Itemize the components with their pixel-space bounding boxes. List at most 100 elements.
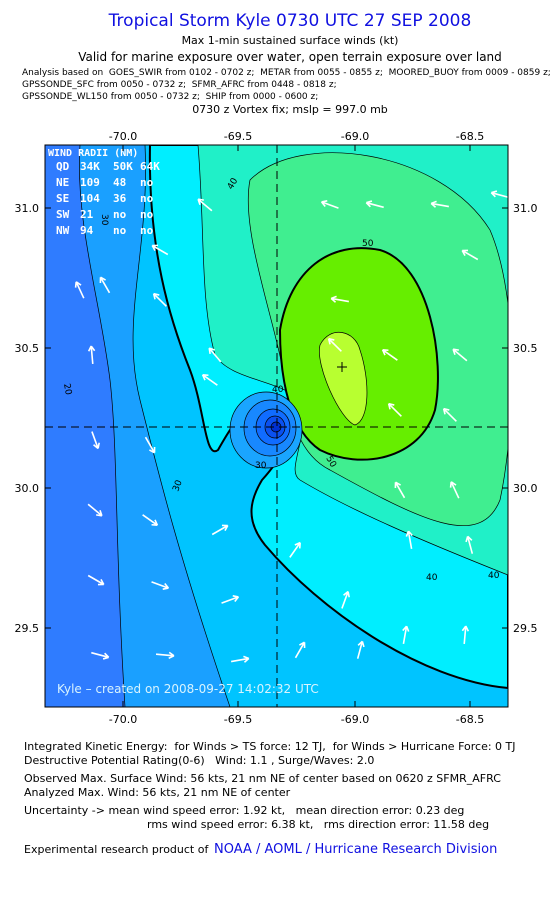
contour-label: 20 — [61, 383, 73, 396]
wind-arrow — [197, 198, 213, 212]
contour-label: 30 — [171, 479, 184, 493]
arrow-shaft — [402, 625, 410, 645]
arrow-shaft — [327, 337, 342, 352]
vortex-fix: 0730 z Vortex fix; mslp = 997.0 mb — [192, 103, 388, 116]
arrow-shaft — [91, 651, 110, 660]
contour-label: 40 — [488, 571, 500, 581]
footer-line: Observed Max. Surface Wind: 56 kts, 21 n… — [24, 772, 501, 785]
wind-arrow — [74, 281, 85, 299]
arrow-shaft — [144, 436, 156, 454]
analysis-line: GPSSONDE_WL150 from 0050 - 0732 z; SHIP … — [22, 92, 318, 102]
arrow-shaft — [430, 200, 450, 208]
wind-arrow — [208, 347, 222, 363]
y-tick-label: 30.0 — [15, 482, 40, 495]
wind-arrow — [430, 200, 450, 208]
arrow-shaft — [461, 249, 479, 261]
wind-arrow — [142, 514, 159, 526]
y-tick-label: 29.5 — [513, 622, 538, 635]
wind-radii-header: 50K — [113, 160, 133, 173]
arrow-shaft — [208, 347, 222, 363]
wind-arrow — [87, 574, 105, 586]
wind-arrow — [91, 431, 100, 450]
wind-arrow — [356, 640, 365, 659]
arrow-shaft — [151, 244, 169, 256]
wind-arrow — [330, 295, 350, 303]
x-tick-label: -69.5 — [224, 130, 252, 143]
wind-radii-cell: SW — [56, 208, 70, 221]
arrow-shaft — [320, 200, 339, 209]
research-link[interactable]: NOAA / AOML / Hurricane Research Divisio… — [214, 842, 497, 857]
wind-radii-cell: no — [140, 208, 154, 221]
wind-arrow — [405, 530, 413, 550]
wind-radii-cell: no — [140, 224, 154, 237]
arrow-shaft — [197, 198, 213, 212]
wind-radii-header: 34K — [80, 160, 100, 173]
arrow-shaft — [442, 407, 457, 422]
wind-arrow — [381, 349, 398, 361]
footer-line: Destructive Potential Rating(0-6) Wind: … — [24, 754, 374, 767]
footer-line: Integrated Kinetic Energy: for Winds > T… — [24, 740, 516, 753]
arrow-shaft — [465, 535, 474, 554]
wind-radii-cell: SE — [56, 192, 69, 205]
title: Tropical Storm Kyle 0730 UTC 27 SEP 2008 — [108, 11, 472, 31]
arrow-shaft — [490, 190, 508, 199]
validity: Valid for marine exposure over water, op… — [78, 50, 502, 64]
arrow-shaft — [87, 574, 105, 586]
wind-radii-cell: 21 — [80, 208, 94, 221]
credit: Kyle – created on 2008-09-27 14:02:32 UT… — [57, 682, 319, 696]
analysis-line: Analysis based on GOES_SWIR from 0102 - … — [22, 68, 551, 78]
x-tick-label: -69.0 — [341, 130, 369, 143]
region — [319, 331, 368, 426]
subtitle: Max 1-min sustained surface winds (kt) — [182, 34, 399, 47]
arrow-shaft — [142, 514, 159, 526]
x-tick-label: -70.0 — [109, 713, 137, 726]
wind-vectors — [74, 190, 508, 663]
analysis-line: GPSSONDE_SFC from 0050 - 0732 z; SFMR_AF… — [22, 80, 337, 90]
x-tick-label: -69.0 — [341, 713, 369, 726]
wind-arrow — [151, 244, 169, 256]
y-tick-label: 30.5 — [15, 342, 40, 355]
arrow-shaft — [330, 295, 350, 303]
plot-frame — [44, 144, 509, 708]
wind-arrow — [151, 581, 170, 590]
contour-label: 30 — [99, 214, 109, 226]
arrow-shaft — [387, 402, 402, 417]
wind-field — [45, 145, 508, 707]
wind-arrow — [452, 348, 468, 362]
x-tick-label: -69.5 — [224, 713, 252, 726]
y-tick-label: 31.0 — [513, 202, 538, 215]
wind-arrow — [320, 200, 339, 209]
wind-radii-cell: 94 — [80, 224, 94, 237]
arrow-shaft — [341, 590, 350, 609]
arrow-shaft — [201, 374, 218, 386]
arrow-shaft — [449, 481, 460, 499]
arrow-shaft — [87, 345, 96, 365]
wind-arrow — [201, 374, 218, 386]
contour-label: 40 — [426, 573, 438, 583]
arrow-shaft — [461, 625, 470, 645]
wind-arrow — [87, 345, 96, 365]
arrow-shaft — [381, 349, 398, 361]
y-tick-label: 29.5 — [15, 622, 40, 635]
arrow-shaft — [405, 530, 413, 550]
y-tick-label: 31.0 — [15, 202, 40, 215]
wind-arrow — [152, 292, 167, 307]
wind-arrow — [461, 249, 479, 261]
arrow-shaft — [365, 200, 384, 209]
arrow-shaft — [221, 595, 240, 604]
footer-line: Analyzed Max. Wind: 56 kts, 21 nm NE of … — [24, 786, 291, 799]
wind-arrow — [294, 641, 306, 659]
arrow-shaft — [152, 292, 167, 307]
max-wind-marker — [337, 362, 347, 372]
wind-arrow — [91, 651, 110, 660]
wind-arrow — [461, 625, 470, 645]
wind-radii-cell: no — [113, 224, 127, 237]
wind-arrow — [87, 503, 103, 517]
research-prefix: Experimental research product of — [24, 843, 209, 856]
wind-arrow — [365, 200, 384, 209]
wind-arrow — [394, 481, 406, 499]
wind-radii-cell: NE — [56, 176, 69, 189]
wind-radii-cell: no — [140, 176, 154, 189]
arrow-shaft — [289, 541, 301, 558]
arrow-shaft — [74, 281, 85, 299]
